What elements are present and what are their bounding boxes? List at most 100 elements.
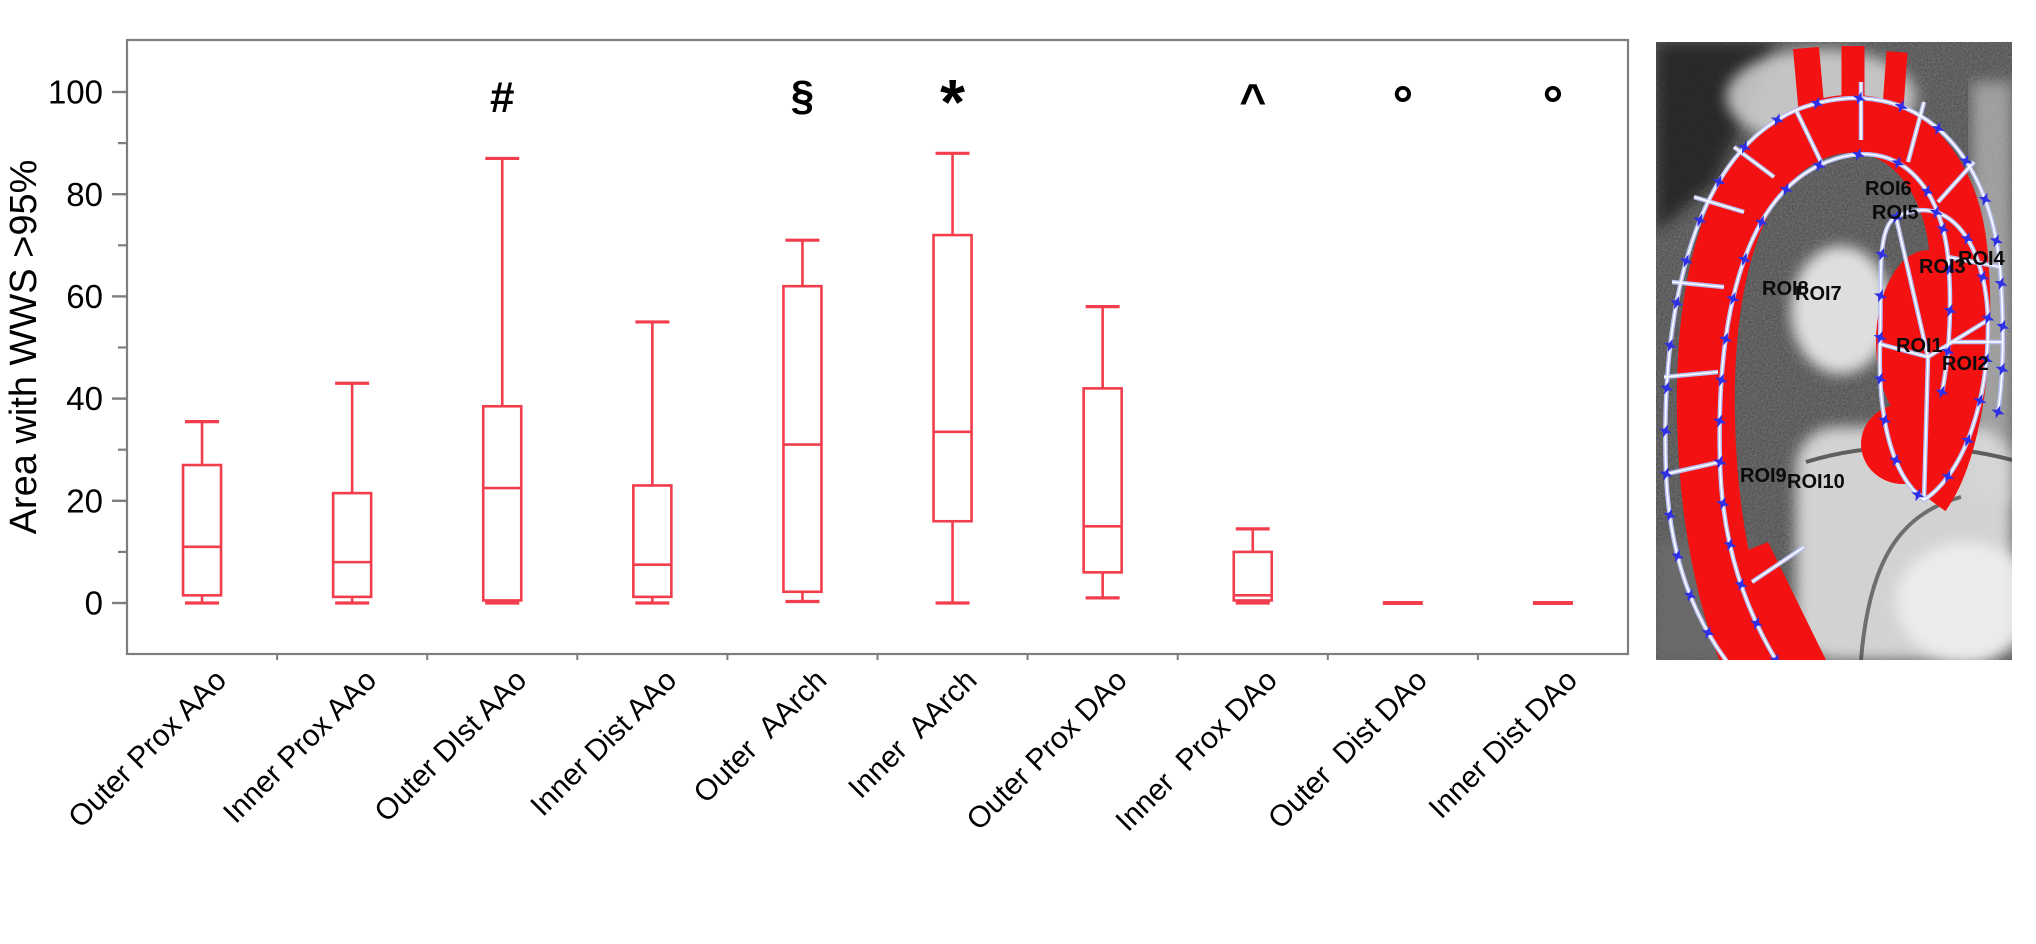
box-plot (181, 419, 223, 605)
star-marker (1851, 147, 1865, 161)
star-marker (1941, 470, 1955, 484)
roi-label: ROI6 (1865, 178, 1912, 200)
significance-symbol: ° (1543, 76, 1564, 134)
y-axis-label: Area with WWS >95% (3, 160, 45, 535)
y-tick-label: 60 (66, 278, 103, 315)
star-marker (1659, 467, 1673, 481)
star-marker (1723, 537, 1737, 552)
iqr-box (932, 233, 973, 523)
star-marker (1973, 394, 1987, 408)
star-marker (1873, 372, 1887, 386)
x-category-label: Inner Prox DAo (1109, 664, 1283, 838)
star-marker (1978, 192, 1992, 206)
plot-frame (125, 38, 1630, 656)
star-marker (1976, 270, 1990, 284)
star-marker (1959, 154, 1973, 168)
roi-label: ROI4 (1958, 248, 2006, 270)
star-marker (1663, 508, 1677, 522)
star-marker (1812, 158, 1826, 172)
box-plot (331, 381, 373, 605)
iqr-box (481, 404, 523, 602)
star-marker (1660, 381, 1674, 395)
star-marker (1770, 113, 1784, 127)
contour-highlight (1664, 97, 2004, 475)
star-marker (1889, 210, 1903, 224)
box-plot (1082, 305, 1123, 600)
star-marker (1894, 99, 1908, 113)
descending-aorta-lower (1718, 542, 1826, 660)
contour-highlight (1751, 216, 1989, 583)
star-marker (1737, 140, 1751, 154)
star-marker (1713, 414, 1727, 428)
contour-highlight (1878, 209, 1989, 501)
star-marker (1701, 626, 1715, 640)
arch-branch-1 (1793, 46, 1827, 140)
box-plot (782, 238, 823, 604)
roi-label: ROI2 (1942, 353, 1989, 375)
star-marker (1714, 373, 1728, 387)
star-marker (1891, 156, 1905, 170)
star-marker (1873, 330, 1887, 344)
x-category-label: Outer Dist DAo (1262, 664, 1434, 836)
contour-highlight (1665, 473, 1727, 660)
x-category-label: Outer DIst AAo (368, 664, 533, 829)
star-marker (1878, 413, 1892, 427)
star-marker (1737, 252, 1751, 266)
significance-symbol: # (490, 73, 514, 122)
arch-branch-3 (1880, 51, 1908, 137)
star-marker (1749, 616, 1764, 630)
star-marker (1911, 488, 1925, 502)
star-marker (1693, 213, 1707, 227)
y-tick-label: 100 (48, 74, 103, 111)
box-plot (632, 320, 673, 605)
star-marker (1713, 455, 1727, 469)
star-marker (1942, 262, 1956, 276)
ascending-aorta-bulge (1876, 250, 1980, 434)
star-marker (1920, 184, 1934, 198)
star-marker (1889, 453, 1903, 467)
star-marker (1716, 496, 1730, 511)
star-marker (1875, 247, 1889, 261)
contour-star-markers (1658, 91, 2010, 660)
y-tick-label: 40 (66, 380, 103, 417)
star-marker (1726, 292, 1740, 306)
star-marker (1989, 234, 2003, 248)
star-marker (1754, 215, 1768, 229)
roi-label: ROI5 (1872, 202, 1919, 224)
star-marker (1943, 303, 1957, 317)
box-plot (932, 151, 973, 605)
star-marker (1961, 433, 1975, 447)
x-category-label: Inner Dist DAo (1423, 664, 1584, 825)
x-category-label: Inner Prox AAo (217, 664, 383, 830)
roi-label: ROI1 (1896, 335, 1943, 357)
x-category-label: Inner Dist AAo (524, 664, 683, 823)
star-marker (1994, 276, 2008, 290)
star-marker (1852, 91, 1866, 105)
aorta-segmentation (1676, 46, 1991, 660)
star-marker (1734, 578, 1748, 592)
significance-symbol: * (940, 66, 965, 138)
roi-label: ROI7 (1795, 283, 1842, 305)
star-marker (1670, 296, 1684, 310)
star-marker (1936, 222, 1950, 236)
roi-label: ROI3 (1919, 256, 1966, 278)
star-marker (1719, 332, 1733, 346)
star-marker (1712, 175, 1726, 189)
star-marker (1683, 588, 1697, 602)
y-tick-label: 0 (85, 585, 103, 622)
x-category-label: Outer AArch (687, 664, 833, 810)
star-marker (1979, 353, 1993, 367)
contour-highlight (1719, 461, 1777, 660)
box-plot (1232, 527, 1274, 605)
star-marker (1960, 232, 1974, 246)
iqr-box (1232, 550, 1274, 602)
x-category-label: Outer Prox DAo (961, 664, 1134, 837)
iqr-box (782, 284, 823, 594)
star-marker (1929, 205, 1943, 219)
iqr-box (181, 463, 223, 597)
